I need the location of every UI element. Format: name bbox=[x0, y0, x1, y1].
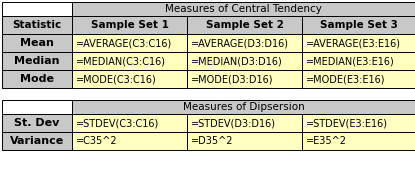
Text: St. Dev: St. Dev bbox=[14, 118, 60, 128]
Text: =E35^2: =E35^2 bbox=[306, 136, 347, 146]
Text: Variance: Variance bbox=[10, 136, 64, 146]
Bar bbox=[72, 52, 187, 70]
Bar bbox=[2, 114, 72, 132]
Bar bbox=[2, 70, 72, 88]
Bar bbox=[72, 2, 415, 16]
Text: =MEDIAN(E3:E16): =MEDIAN(E3:E16) bbox=[306, 56, 395, 66]
Text: Sample Set 3: Sample Set 3 bbox=[320, 20, 398, 30]
Bar bbox=[2, 100, 72, 114]
Bar bbox=[72, 16, 187, 34]
Bar bbox=[187, 114, 302, 132]
Bar bbox=[2, 132, 72, 150]
Bar bbox=[302, 114, 415, 132]
Text: Mean: Mean bbox=[20, 38, 54, 48]
Bar bbox=[2, 16, 72, 34]
Text: =STDEV(D3:D16): =STDEV(D3:D16) bbox=[191, 118, 276, 128]
Text: =MODE(C3:C16): =MODE(C3:C16) bbox=[76, 74, 157, 84]
Bar bbox=[2, 52, 72, 70]
Bar bbox=[72, 34, 187, 52]
Text: =STDEV(C3:C16): =STDEV(C3:C16) bbox=[76, 118, 159, 128]
Bar bbox=[187, 34, 302, 52]
Bar bbox=[187, 70, 302, 88]
Bar bbox=[72, 132, 187, 150]
Bar bbox=[302, 52, 415, 70]
Bar bbox=[302, 70, 415, 88]
Bar bbox=[302, 34, 415, 52]
Text: =AVERAGE(D3:D16): =AVERAGE(D3:D16) bbox=[191, 38, 289, 48]
Text: Sample Set 1: Sample Set 1 bbox=[90, 20, 168, 30]
Bar bbox=[72, 114, 187, 132]
Bar bbox=[302, 132, 415, 150]
Text: =MEDIAN(D3:D16): =MEDIAN(D3:D16) bbox=[191, 56, 283, 66]
Bar bbox=[187, 16, 302, 34]
Bar bbox=[302, 16, 415, 34]
Text: Sample Set 2: Sample Set 2 bbox=[205, 20, 283, 30]
Bar bbox=[72, 100, 415, 114]
Text: Mode: Mode bbox=[20, 74, 54, 84]
Text: =MODE(D3:D16): =MODE(D3:D16) bbox=[191, 74, 273, 84]
Bar bbox=[187, 52, 302, 70]
Text: Median: Median bbox=[14, 56, 60, 66]
Text: =AVERAGE(C3:C16): =AVERAGE(C3:C16) bbox=[76, 38, 172, 48]
Text: =MEDIAN(C3:C16): =MEDIAN(C3:C16) bbox=[76, 56, 166, 66]
Text: =D35^2: =D35^2 bbox=[191, 136, 234, 146]
Text: =AVERAGE(E3:E16): =AVERAGE(E3:E16) bbox=[306, 38, 401, 48]
Bar bbox=[2, 2, 72, 16]
Text: =MODE(E3:E16): =MODE(E3:E16) bbox=[306, 74, 386, 84]
Text: =STDEV(E3:E16): =STDEV(E3:E16) bbox=[306, 118, 388, 128]
Text: Measures of Central Tendency: Measures of Central Tendency bbox=[165, 4, 322, 14]
Bar bbox=[72, 70, 187, 88]
Text: Statistic: Statistic bbox=[12, 20, 61, 30]
Text: Measures of Dipsersion: Measures of Dipsersion bbox=[183, 102, 304, 112]
Bar bbox=[2, 34, 72, 52]
Bar bbox=[187, 132, 302, 150]
Text: =C35^2: =C35^2 bbox=[76, 136, 117, 146]
